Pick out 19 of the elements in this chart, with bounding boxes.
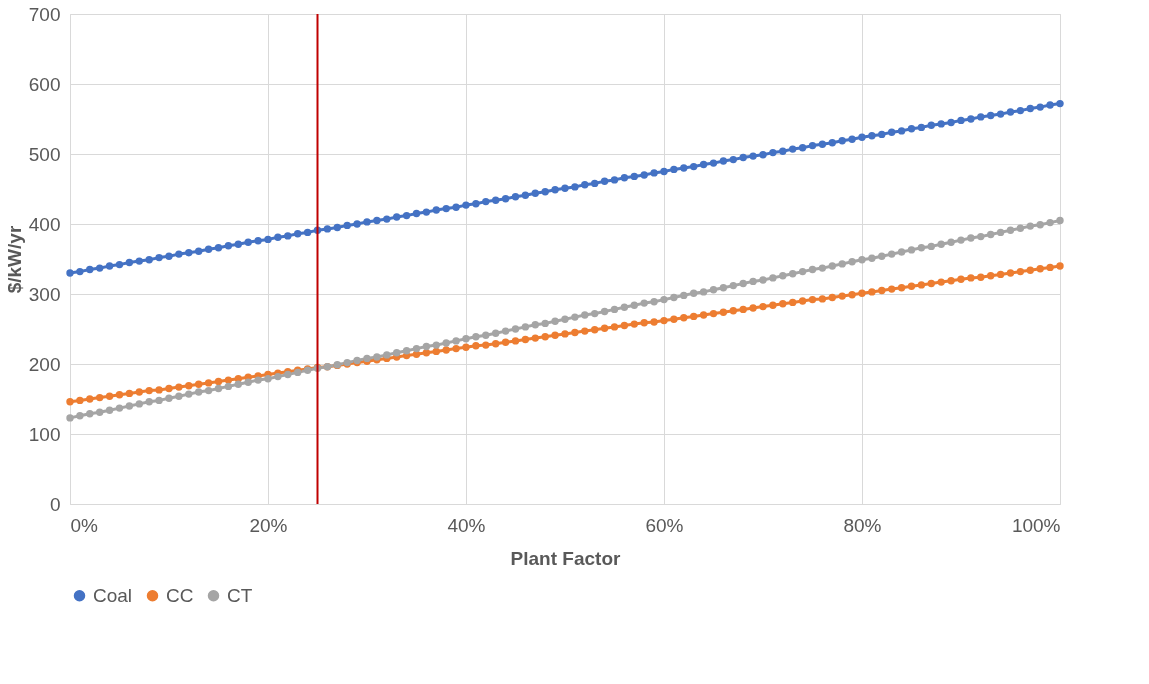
x-tick-label: 80% bbox=[843, 514, 882, 536]
y-tick-label: 400 bbox=[28, 213, 61, 235]
y-tick-label: 100 bbox=[28, 423, 61, 445]
y-tick-label: 500 bbox=[28, 143, 61, 165]
y-tick-label: 700 bbox=[28, 3, 61, 25]
legend-label: CC bbox=[166, 584, 194, 606]
x-tick-label: 60% bbox=[645, 514, 684, 536]
x-tick-label: 40% bbox=[447, 514, 486, 536]
y-tick-label: 200 bbox=[28, 353, 61, 375]
legend-label: Coal bbox=[93, 584, 133, 606]
x-tick-label: 100% bbox=[1011, 514, 1061, 536]
y-tick-label: 600 bbox=[28, 73, 61, 95]
y-axis-title: $/kW/yr bbox=[3, 225, 25, 294]
x-axis-title: Plant Factor bbox=[510, 547, 621, 569]
y-tick-label: 300 bbox=[28, 283, 61, 305]
x-tick-label: 20% bbox=[249, 514, 288, 536]
x-tick-label: 0% bbox=[70, 514, 99, 536]
legend-label: CT bbox=[227, 584, 253, 606]
y-tick-label: 0 bbox=[49, 493, 61, 515]
